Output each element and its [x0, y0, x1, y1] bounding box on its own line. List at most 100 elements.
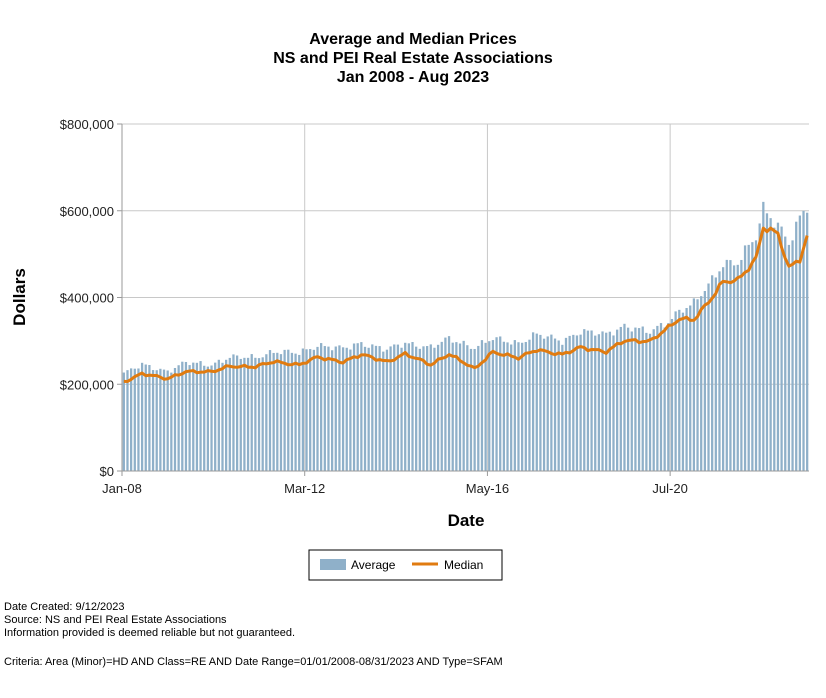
average-bar: [718, 271, 721, 471]
average-bar: [261, 357, 264, 471]
average-bar: [513, 340, 516, 471]
average-bar: [338, 345, 341, 471]
average-bar: [363, 346, 367, 471]
average-bar: [130, 368, 133, 471]
average-bar: [422, 346, 425, 471]
average-bar: [652, 329, 655, 471]
average-bar: [521, 342, 524, 471]
average-bar: [597, 334, 601, 471]
average-bar: [385, 349, 389, 471]
average-bar: [539, 334, 542, 471]
average-bar: [345, 347, 348, 471]
average-bar: [203, 365, 206, 471]
footer-date-created: Date Created: 9/12/2023: [4, 601, 125, 613]
average-bar: [605, 332, 608, 471]
average-bar: [371, 344, 374, 471]
average-bar: [601, 331, 604, 471]
average-bar: [283, 349, 286, 471]
average-bar: [784, 236, 787, 471]
average-bar: [700, 296, 703, 471]
average-bar: [546, 336, 549, 471]
average-bar: [166, 370, 169, 471]
footer-source: Source: NS and PEI Real Estate Associati…: [4, 614, 227, 626]
average-bar: [469, 348, 473, 471]
x-tick-label: Jan-08: [102, 481, 142, 496]
average-bar: [707, 283, 710, 471]
y-tick-label: $200,000: [60, 377, 114, 392]
average-bar: [225, 359, 228, 471]
average-bar: [681, 312, 685, 471]
average-bar: [287, 349, 290, 471]
average-bar: [155, 370, 158, 471]
average-bar: [356, 343, 359, 471]
average-bar: [411, 342, 414, 471]
average-bar: [553, 338, 557, 471]
average-bar: [703, 290, 706, 471]
average-bar: [656, 325, 659, 471]
average-bar: [667, 323, 670, 471]
average-bar: [455, 342, 458, 471]
average-bar: [246, 357, 250, 471]
chart-title-line-3: Jan 2008 - Aug 2023: [337, 69, 489, 86]
average-bar: [126, 370, 129, 471]
average-bar: [122, 372, 125, 471]
average-bar: [316, 346, 319, 471]
average-bar: [239, 358, 242, 471]
average-bar: [579, 334, 582, 471]
average-bar: [330, 350, 334, 471]
average-bar: [692, 298, 696, 471]
average-bar: [396, 344, 400, 471]
average-bar: [473, 348, 476, 471]
average-bar: [583, 329, 586, 471]
median-line: [123, 226, 809, 383]
average-bar: [623, 323, 626, 471]
average-bar: [159, 368, 162, 471]
average-bar: [659, 323, 663, 471]
average-bar: [173, 367, 177, 471]
average-bars: [122, 201, 809, 472]
average-bar: [787, 244, 791, 471]
average-bar: [590, 330, 593, 471]
average-bar: [199, 361, 202, 471]
average-bar: [542, 338, 546, 471]
average-bar: [488, 341, 491, 471]
average-bar: [663, 327, 666, 471]
average-bar: [243, 357, 246, 471]
average-bar: [477, 345, 480, 471]
average-bar: [557, 340, 560, 471]
average-bar: [751, 242, 754, 471]
average-bar: [426, 346, 429, 471]
average-bar: [151, 370, 155, 471]
x-tick-label: Jul-20: [652, 481, 687, 496]
average-bar: [612, 335, 615, 471]
average-bar: [374, 345, 378, 471]
average-bar: [451, 342, 454, 471]
average-bar: [235, 355, 239, 471]
average-bar: [400, 347, 403, 471]
y-tick-label: $400,000: [60, 291, 114, 306]
average-bar: [298, 354, 301, 471]
average-bar: [619, 326, 622, 471]
average-bar: [484, 342, 487, 471]
average-bar: [502, 341, 506, 471]
average-bar: [802, 210, 805, 471]
average-bar: [305, 349, 308, 471]
average-bar: [678, 309, 681, 471]
average-bar: [561, 344, 564, 471]
average-bar: [550, 334, 553, 471]
average-bar: [491, 340, 495, 471]
average-bar: [276, 352, 279, 471]
y-tick-label: $600,000: [60, 204, 114, 219]
footer-disclaimer: Information provided is deemed reliable …: [4, 627, 296, 639]
average-bar: [323, 346, 326, 471]
chart-title-line-2: NS and PEI Real Estate Associations: [273, 50, 553, 67]
average-bar: [510, 344, 513, 471]
average-bar: [791, 240, 794, 471]
average-bar: [360, 342, 363, 471]
average-bar: [188, 365, 191, 471]
average-bar: [382, 351, 385, 471]
average-bar: [798, 215, 801, 471]
average-bar: [210, 365, 213, 471]
average-bar: [795, 221, 798, 471]
average-bar: [535, 333, 538, 471]
